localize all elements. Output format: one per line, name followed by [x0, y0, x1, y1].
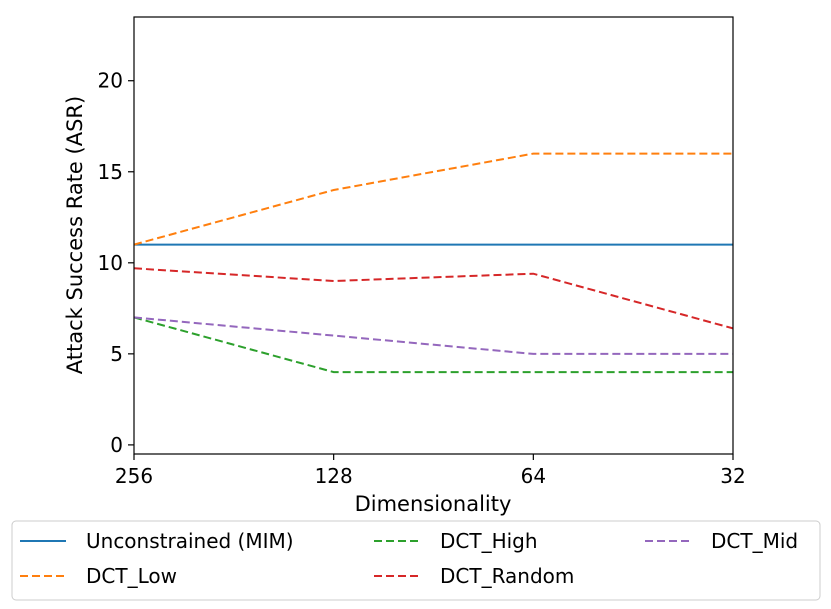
y-tick-label: 10 — [98, 251, 123, 275]
x-tick-label: 256 — [115, 464, 153, 488]
series-line-dct-high — [133, 316, 733, 374]
legend-label-dct-high: DCT_High — [440, 529, 538, 553]
legend: Unconstrained (MIM) DCT_Low DCT_High DCT_Ra… — [11, 520, 821, 601]
x-axis: 256 128 64 32 — [115, 454, 746, 488]
legend-label-dct-random: DCT_Random — [440, 564, 574, 588]
y-tick-label: 0 — [110, 433, 123, 457]
y-tick-label: 20 — [98, 69, 123, 93]
y-axis-title: Attack Success Rate (ASR) — [63, 96, 87, 374]
y-axis: 0 5 10 15 20 — [98, 69, 134, 457]
legend-box — [11, 520, 821, 601]
x-tick-label: 32 — [720, 464, 745, 488]
series-line-dct-random — [133, 267, 734, 330]
x-tick-label: 64 — [521, 464, 546, 488]
x-axis-title: Dimensionality — [355, 492, 512, 516]
legend-label-dct-mid: DCT_Mid — [711, 529, 798, 553]
series-line-dct-low — [133, 152, 733, 246]
series-line-dct-mid — [133, 316, 733, 355]
y-tick-label: 15 — [98, 160, 123, 184]
legend-label-dct-low: DCT_Low — [86, 564, 177, 588]
y-tick-label: 5 — [110, 342, 123, 366]
series-layer — [133, 152, 734, 374]
x-tick-label: 128 — [315, 464, 353, 488]
legend-label-unconstrained-mim: Unconstrained (MIM) — [86, 529, 294, 553]
plot-area — [133, 16, 734, 455]
